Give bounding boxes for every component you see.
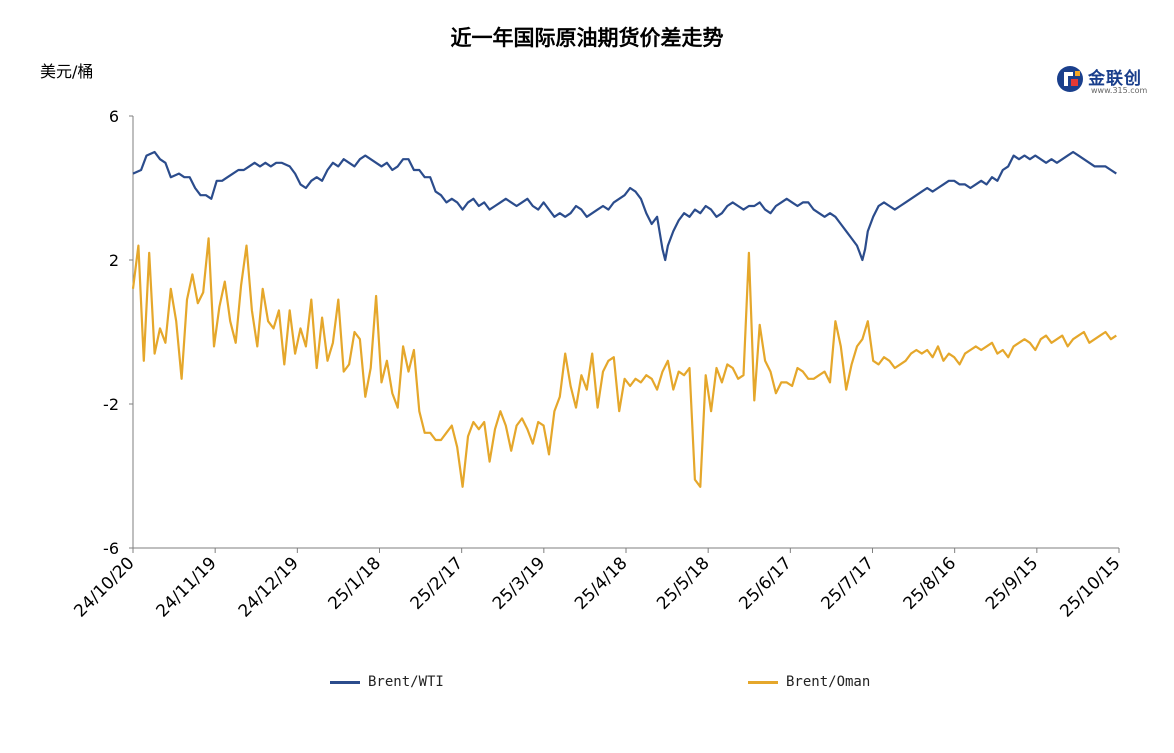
logo-icon xyxy=(1057,66,1083,92)
legend-item-brent-oman: Brent/Oman xyxy=(748,674,870,690)
series-line-brent-wti xyxy=(132,150,1117,262)
series-line-brent-oman xyxy=(131,237,1117,488)
logo: 金联创 www.315.com xyxy=(1055,62,1148,100)
legend-label-brent-oman: Brent/Oman xyxy=(786,674,871,690)
y-tick-label: -2 xyxy=(103,395,119,414)
x-tick-label: 25/10/15 xyxy=(1056,553,1124,621)
x-tick-label: 25/4/18 xyxy=(571,553,631,613)
x-tick-label: 25/5/18 xyxy=(653,553,713,613)
x-tick-label: 25/1/18 xyxy=(325,553,385,613)
x-tick-label: 25/9/15 xyxy=(982,553,1042,613)
x-tick-label: 25/8/16 xyxy=(900,553,960,613)
chart-title: 近一年国际原油期货价差走势 xyxy=(450,26,724,50)
x-tick-label: 24/11/19 xyxy=(153,553,221,621)
x-tick-label: 25/2/17 xyxy=(407,553,467,613)
x-tick-label: 25/3/19 xyxy=(489,553,549,613)
y-tick-label: -6 xyxy=(103,539,119,558)
legend-item-brent-wti: Brent/WTI xyxy=(330,674,444,690)
logo-brand: 金联创 xyxy=(1088,69,1142,89)
legend-swatch-brent-wti xyxy=(330,680,360,684)
x-tick-label: 24/10/20 xyxy=(70,553,138,621)
x-tick-label: 24/12/19 xyxy=(235,553,303,621)
x-tick-label: 25/7/17 xyxy=(818,553,878,613)
y-tick-label: 2 xyxy=(109,251,119,270)
y-tick-label: 6 xyxy=(109,107,119,126)
logo-url: www.315.com xyxy=(1091,86,1148,95)
legend-swatch-brent-oman xyxy=(748,680,778,684)
y-axis-label: 美元/桶 xyxy=(40,62,94,81)
legend-label-brent-wti: Brent/WTI xyxy=(368,674,444,690)
x-tick-label: 25/6/17 xyxy=(735,553,795,613)
